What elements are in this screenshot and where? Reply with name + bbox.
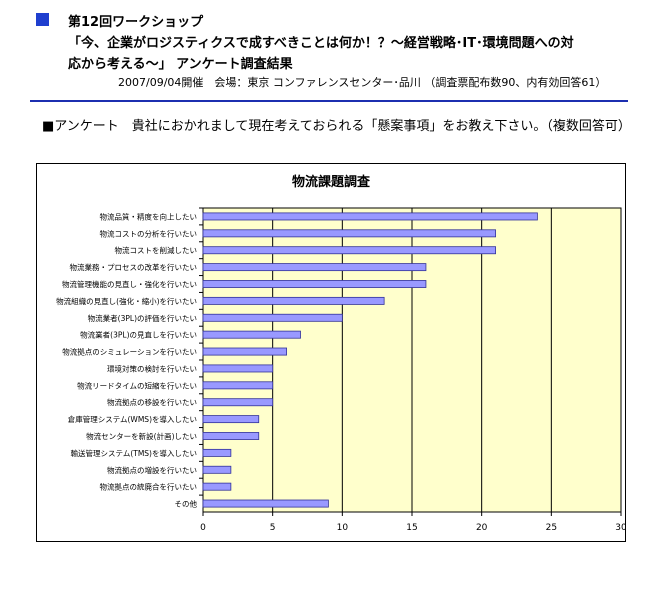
bar: [202, 296, 385, 305]
chart-title: 物流課題調査: [292, 174, 371, 190]
category-label: 物流業者(3PL)の見直しを行いたい: [80, 330, 197, 340]
category-label: 物流拠点の増設を行いたい: [107, 465, 197, 475]
category-label: その他: [175, 499, 198, 509]
bar: [202, 482, 232, 491]
category-label: 物流センターを新設(計画)したい: [86, 431, 197, 441]
page-title: 第12回ワークショップ: [68, 15, 204, 30]
category-label: 物流コストを削減したい: [115, 245, 198, 255]
bar: [202, 499, 329, 508]
bar: [202, 415, 260, 424]
category-label: 輸送管理システム(TMS)を導入したい: [71, 448, 197, 458]
bar: [202, 330, 301, 339]
bar: [202, 465, 232, 474]
x-tick-label: 25: [546, 523, 557, 533]
bar: [202, 448, 232, 457]
event-meta: 2007/09/04開催 会場：東京 コンファレンスセンター･品川 （調査票配布…: [118, 76, 607, 89]
bar: [202, 313, 343, 322]
category-label: 倉庫管理システム(WMS)を導入したい: [68, 414, 197, 424]
bar: [202, 432, 260, 440]
bar: [202, 364, 274, 373]
bar-chart: 物流課題調査 物流品質・精度を向上したい物流コストの分析を行いたい物流コストを削…: [56, 174, 625, 533]
bar: [202, 263, 427, 272]
category-label: 物流拠点のシミュレーションを行いたい: [62, 347, 197, 357]
x-tick-label: 5: [270, 523, 276, 533]
x-tick-label: 15: [406, 523, 417, 533]
x-tick-label: 0: [200, 523, 206, 533]
x-tick-label: 10: [337, 523, 349, 533]
chart-container: 物流課題調査 物流品質・精度を向上したい 物流コストの分析を行いたい物流コストを削…: [36, 163, 626, 542]
category-label: 物流拠点の統廃合を行いたい: [100, 482, 198, 492]
header-divider: [30, 100, 628, 102]
x-tick-label: 20: [476, 523, 488, 533]
bar: [202, 381, 274, 390]
bar: [202, 246, 497, 255]
survey-question: ■アンケート 貴社におかれまして現在考えておられる「懸案事項」をお教え下さい。（…: [42, 119, 631, 134]
x-tick-label: 30: [615, 523, 625, 533]
category-label: 物流コストの分析を行いたい: [100, 228, 198, 238]
bar: [202, 347, 287, 356]
bar: [202, 212, 538, 221]
category-label: 物流リードタイムの短縮を行いたい: [77, 380, 197, 390]
header-square-icon: [36, 13, 49, 26]
category-label: 物流組織の見直し(強化・縮小)を行いたい: [56, 296, 197, 306]
page-subtitle-line1: 「今、企業がロジスティクスで成すべきことは何か！？～経営戦略･IT･環境問題への…: [68, 36, 574, 51]
bar: [202, 398, 274, 407]
category-label: 物流管理機能の見直し・強化を行いたい: [62, 279, 197, 289]
category-label: 物流拠点の移設を行いたい: [107, 397, 197, 407]
bar: [202, 280, 427, 288]
bar: [202, 229, 497, 238]
category-label: 物流品質・精度を向上したい: [100, 211, 198, 221]
category-label: 物流業務・プロセスの改革を行いたい: [70, 262, 198, 272]
page-subtitle-line2: 応から考える～」 アンケート調査結果: [68, 57, 293, 72]
category-label: 物流業者(3PL)の評価を行いたい: [88, 313, 197, 323]
category-label: 環境対策の検討を行いたい: [107, 363, 197, 373]
